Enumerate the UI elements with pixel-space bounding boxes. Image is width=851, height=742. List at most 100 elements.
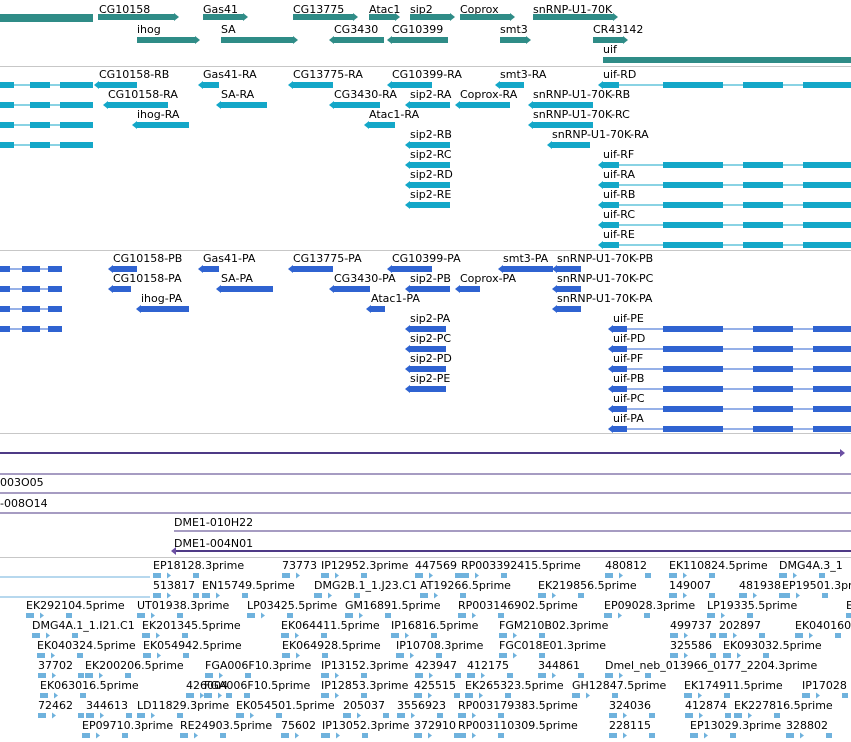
- read-label[interactable]: LP03425.5prime: [247, 599, 338, 612]
- read-feature[interactable]: [321, 633, 327, 638]
- transcript-feature-exon[interactable]: [663, 202, 723, 208]
- read-feature[interactable]: [499, 653, 507, 658]
- read-label[interactable]: 73773: [282, 559, 317, 572]
- transcript-feature-exon[interactable]: [613, 366, 627, 372]
- read-label[interactable]: 202897: [719, 619, 761, 632]
- transcript-feature-exon[interactable]: [753, 386, 793, 392]
- transcript-label[interactable]: CG13775-RA: [293, 68, 363, 81]
- transcript-feature-exon[interactable]: [603, 182, 619, 188]
- gene-label[interactable]: CG10158: [99, 3, 151, 16]
- read-feature[interactable]: [505, 693, 511, 698]
- transcript-feature-offscreen-exon[interactable]: [0, 122, 14, 128]
- read-feature[interactable]: [842, 693, 848, 698]
- read-label[interactable]: 72462: [38, 699, 73, 712]
- transcript-feature-exon[interactable]: [663, 426, 723, 432]
- transcript-label[interactable]: sip2-PC: [410, 332, 452, 345]
- read-feature[interactable]: [362, 733, 368, 738]
- read-feature[interactable]: [539, 633, 545, 638]
- transcript-feature-offscreen-exon[interactable]: [0, 286, 10, 292]
- transcript-feature-exon[interactable]: [410, 326, 446, 332]
- transcript-feature-exon[interactable]: [603, 202, 619, 208]
- clone-label[interactable]: DME1-004N01: [174, 537, 254, 550]
- gene-feature-exon[interactable]: [369, 14, 395, 20]
- read-label[interactable]: EP09710.3prime: [82, 719, 174, 732]
- transcript-feature-exon[interactable]: [753, 406, 793, 412]
- read-feature[interactable]: [415, 673, 423, 678]
- transcript-feature-exon[interactable]: [410, 366, 446, 372]
- transcript-label[interactable]: uif-PE: [613, 312, 644, 325]
- read-feature[interactable]: [460, 593, 466, 598]
- read-feature[interactable]: [436, 653, 442, 658]
- read-feature[interactable]: [220, 733, 226, 738]
- transcript-feature-exon[interactable]: [663, 326, 723, 332]
- read-feature[interactable]: [205, 673, 213, 678]
- transcript-label[interactable]: uif-RA: [603, 168, 635, 181]
- transcript-feature-exon[interactable]: [221, 286, 273, 292]
- read-feature[interactable]: [669, 573, 677, 578]
- read-feature[interactable]: [538, 673, 546, 678]
- gene-feature-exon[interactable]: [410, 14, 450, 20]
- transcript-feature-exon[interactable]: [460, 286, 480, 292]
- transcript-feature-exon[interactable]: [803, 242, 851, 248]
- transcript-feature-exon[interactable]: [743, 202, 783, 208]
- read-feature[interactable]: [153, 573, 161, 578]
- transcript-label[interactable]: Atac1-PA: [371, 292, 420, 305]
- read-feature[interactable]: [739, 593, 747, 598]
- read-label[interactable]: EP09028.3prime: [604, 599, 696, 612]
- transcript-feature-exon[interactable]: [410, 182, 450, 188]
- gene-label[interactable]: uif: [603, 43, 617, 56]
- read-feature[interactable]: [826, 733, 832, 738]
- read-feature[interactable]: [281, 633, 289, 638]
- transcript-feature-offscreen-exon[interactable]: [0, 102, 14, 108]
- transcript-feature-exon[interactable]: [663, 222, 723, 228]
- read-feature[interactable]: [609, 733, 617, 738]
- read-feature[interactable]: [391, 633, 399, 638]
- transcript-feature-exon[interactable]: [663, 406, 723, 412]
- transcript-feature-exon[interactable]: [557, 266, 581, 272]
- transcript-feature-offscreen-exon[interactable]: [30, 82, 50, 88]
- read-feature[interactable]: [414, 693, 422, 698]
- transcript-label[interactable]: uif-PA: [613, 412, 644, 425]
- transcript-feature-exon[interactable]: [503, 266, 553, 272]
- transcript-feature-exon[interactable]: [392, 82, 432, 88]
- read-feature[interactable]: [77, 653, 83, 658]
- transcript-feature-exon[interactable]: [743, 162, 783, 168]
- read-label[interactable]: 499737: [670, 619, 712, 632]
- transcript-feature-exon[interactable]: [500, 82, 524, 88]
- read-feature[interactable]: [397, 713, 405, 718]
- gene-label[interactable]: SA: [221, 23, 236, 36]
- read-feature[interactable]: [819, 573, 825, 578]
- read-feature[interactable]: [82, 733, 90, 738]
- transcript-label[interactable]: CG10158-RB: [99, 68, 170, 81]
- gene-feature-exon[interactable]: [293, 14, 353, 20]
- transcript-label[interactable]: uif-PC: [613, 392, 645, 405]
- read-label[interactable]: EK040160.5: [795, 619, 851, 632]
- read-feature[interactable]: [835, 633, 841, 638]
- transcript-feature-exon[interactable]: [663, 182, 723, 188]
- read-feature[interactable]: [802, 693, 810, 698]
- read-feature[interactable]: [467, 673, 475, 678]
- gene-label[interactable]: Gas41: [203, 3, 238, 16]
- transcript-feature-exon[interactable]: [557, 286, 581, 292]
- read-feature[interactable]: [153, 593, 161, 598]
- transcript-feature-exon[interactable]: [753, 366, 793, 372]
- read-feature[interactable]: [137, 713, 145, 718]
- read-label[interactable]: RE24903.5prime: [180, 719, 273, 732]
- read-label[interactable]: 412874: [685, 699, 727, 712]
- transcript-label[interactable]: uif-PD: [613, 332, 646, 345]
- transcript-feature-exon[interactable]: [603, 162, 619, 168]
- read-feature[interactable]: [454, 733, 460, 738]
- read-label[interactable]: FGM210B02.3prime: [499, 619, 609, 632]
- read-feature[interactable]: [709, 593, 715, 598]
- transcript-label[interactable]: snRNP-U1-70K-RB: [533, 88, 631, 101]
- transcript-feature-exon[interactable]: [410, 162, 450, 168]
- read-feature[interactable]: [415, 573, 423, 578]
- transcript-feature-exon[interactable]: [803, 82, 851, 88]
- transcript-feature-exon[interactable]: [663, 82, 723, 88]
- read-feature[interactable]: [343, 713, 351, 718]
- transcript-feature-exon[interactable]: [803, 202, 851, 208]
- transcript-feature-exon[interactable]: [113, 286, 131, 292]
- read-feature[interactable]: [345, 613, 353, 618]
- read-feature[interactable]: [242, 593, 248, 598]
- read-feature[interactable]: [684, 693, 692, 698]
